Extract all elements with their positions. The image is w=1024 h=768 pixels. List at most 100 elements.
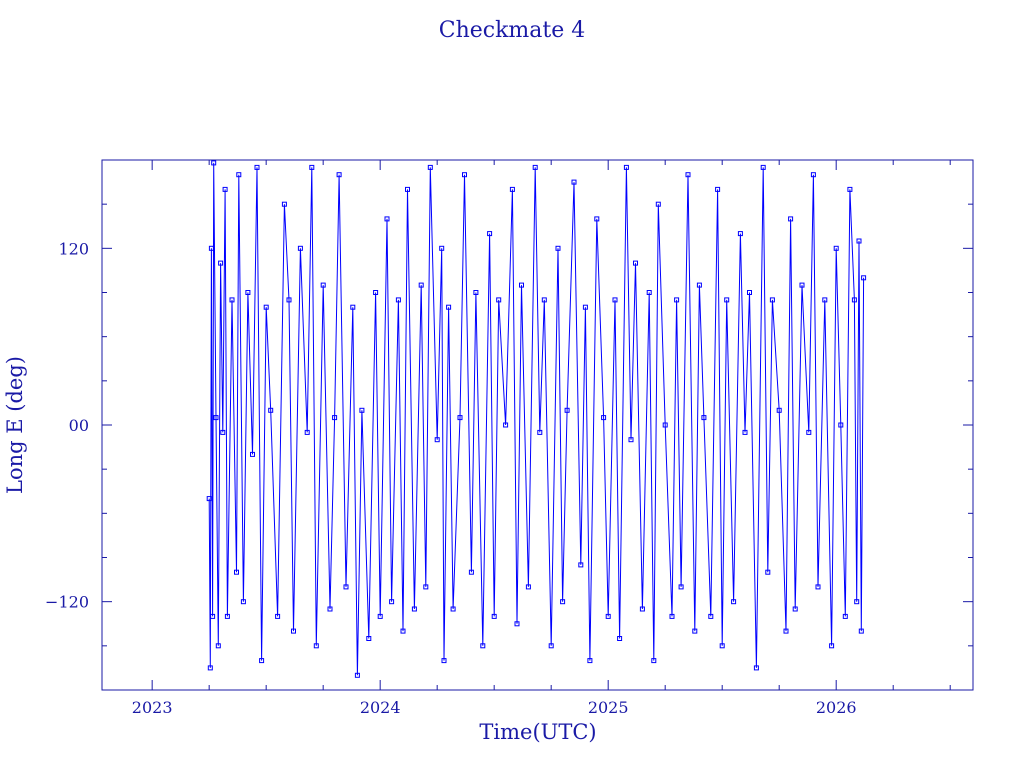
data-point-0-93 bbox=[678, 584, 684, 590]
data-point-0-108 bbox=[765, 569, 771, 575]
data-point-0-120 bbox=[833, 245, 839, 251]
data-point-0-20 bbox=[268, 407, 274, 413]
data-point-0-126 bbox=[856, 238, 862, 244]
series-line-0 bbox=[208, 162, 865, 676]
data-point-0-63 bbox=[509, 186, 515, 192]
data-point-0-69 bbox=[541, 297, 547, 303]
data-point-0-95 bbox=[692, 628, 698, 634]
data-point-0-83 bbox=[623, 164, 629, 170]
data-point-0-12 bbox=[234, 569, 239, 575]
data-point-0-72 bbox=[560, 599, 566, 605]
data-point-0-81 bbox=[612, 297, 618, 303]
data-series-layer bbox=[206, 160, 867, 678]
data-point-0-59 bbox=[487, 231, 493, 237]
data-point-0-106 bbox=[753, 665, 759, 671]
data-point-0-73 bbox=[564, 407, 570, 413]
data-point-0-124 bbox=[851, 297, 857, 303]
data-point-0-70 bbox=[548, 643, 554, 649]
data-point-0-23 bbox=[286, 297, 292, 303]
data-point-0-35 bbox=[354, 672, 360, 678]
data-point-0-51 bbox=[441, 658, 447, 664]
y-tick-label-120: 120 bbox=[58, 239, 89, 258]
data-point-0-40 bbox=[384, 216, 390, 222]
data-point-0-61 bbox=[496, 297, 502, 303]
data-point-0-17 bbox=[254, 164, 260, 170]
data-point-0-123 bbox=[847, 186, 853, 192]
data-point-0-26 bbox=[304, 429, 310, 435]
data-point-0-68 bbox=[537, 429, 543, 435]
data-point-0-18 bbox=[259, 658, 265, 664]
y-tick-label-0: 00 bbox=[69, 416, 89, 435]
data-point-0-8 bbox=[220, 429, 226, 435]
data-point-0-25 bbox=[297, 245, 303, 251]
data-point-0-114 bbox=[799, 282, 805, 288]
data-point-0-62 bbox=[503, 422, 509, 428]
data-point-0-53 bbox=[450, 606, 456, 612]
data-point-0-3 bbox=[210, 613, 216, 619]
data-point-0-15 bbox=[245, 290, 251, 295]
chart-title: Checkmate 4 bbox=[439, 18, 586, 43]
data-point-0-64 bbox=[514, 621, 520, 627]
data-point-0-22 bbox=[281, 201, 287, 207]
axis-ticks bbox=[102, 160, 973, 690]
data-point-0-32 bbox=[336, 172, 342, 178]
data-point-0-105 bbox=[747, 290, 752, 295]
data-point-0-54 bbox=[457, 415, 463, 421]
data-point-0-29 bbox=[320, 282, 326, 288]
data-point-0-85 bbox=[633, 260, 638, 266]
data-point-0-66 bbox=[525, 584, 531, 590]
data-point-0-98 bbox=[708, 613, 714, 619]
data-point-0-24 bbox=[291, 628, 296, 634]
data-point-0-57 bbox=[473, 290, 479, 295]
data-point-0-88 bbox=[651, 658, 657, 664]
data-point-0-71 bbox=[555, 245, 561, 251]
data-point-0-109 bbox=[769, 297, 775, 303]
data-point-0-36 bbox=[359, 407, 365, 413]
data-point-0-74 bbox=[571, 179, 577, 185]
data-point-0-89 bbox=[655, 201, 661, 207]
data-point-0-102 bbox=[731, 599, 737, 605]
data-point-0-49 bbox=[434, 437, 440, 443]
data-point-0-37 bbox=[366, 636, 372, 641]
data-point-0-112 bbox=[788, 216, 794, 222]
data-point-0-45 bbox=[411, 606, 417, 612]
data-point-0-52 bbox=[446, 304, 452, 310]
data-point-0-43 bbox=[400, 628, 406, 634]
data-point-0-13 bbox=[236, 172, 242, 178]
data-point-0-103 bbox=[737, 231, 743, 237]
data-point-0-58 bbox=[480, 643, 486, 649]
data-point-0-111 bbox=[783, 628, 789, 634]
data-point-0-21 bbox=[275, 613, 281, 619]
data-point-0-117 bbox=[815, 584, 821, 590]
x-tick-label-2025: 2025 bbox=[588, 698, 629, 717]
data-point-0-91 bbox=[669, 613, 675, 619]
y-axis-label: Long E (deg) bbox=[3, 356, 27, 494]
data-point-0-107 bbox=[760, 164, 766, 170]
data-point-0-1 bbox=[207, 665, 213, 671]
axis-tick-labels: 2023 2024 2025 2026 120 00 −120 bbox=[45, 239, 857, 717]
data-point-0-79 bbox=[601, 415, 607, 421]
data-point-0-78 bbox=[594, 216, 600, 222]
x-tick-label-2026: 2026 bbox=[816, 698, 857, 717]
data-point-0-127 bbox=[858, 628, 864, 634]
data-point-0-50 bbox=[439, 245, 445, 251]
data-point-0-28 bbox=[313, 643, 319, 649]
data-point-0-118 bbox=[822, 297, 828, 303]
data-point-0-56 bbox=[468, 569, 474, 575]
data-point-0-67 bbox=[532, 164, 538, 170]
data-point-0-99 bbox=[715, 186, 721, 192]
x-axis-label: Time(UTC) bbox=[479, 720, 596, 744]
x-tick-label-2024: 2024 bbox=[360, 698, 401, 717]
data-point-0-46 bbox=[418, 282, 424, 288]
data-point-0-104 bbox=[742, 429, 748, 435]
data-point-0-100 bbox=[719, 643, 725, 649]
data-point-0-47 bbox=[423, 584, 429, 590]
data-point-0-19 bbox=[263, 304, 269, 310]
data-point-0-34 bbox=[350, 304, 356, 310]
data-point-0-75 bbox=[578, 562, 584, 568]
data-point-0-33 bbox=[343, 584, 349, 590]
data-point-0-65 bbox=[519, 282, 524, 288]
data-point-0-82 bbox=[617, 636, 623, 641]
data-point-0-44 bbox=[405, 186, 410, 192]
data-point-0-27 bbox=[309, 164, 315, 170]
